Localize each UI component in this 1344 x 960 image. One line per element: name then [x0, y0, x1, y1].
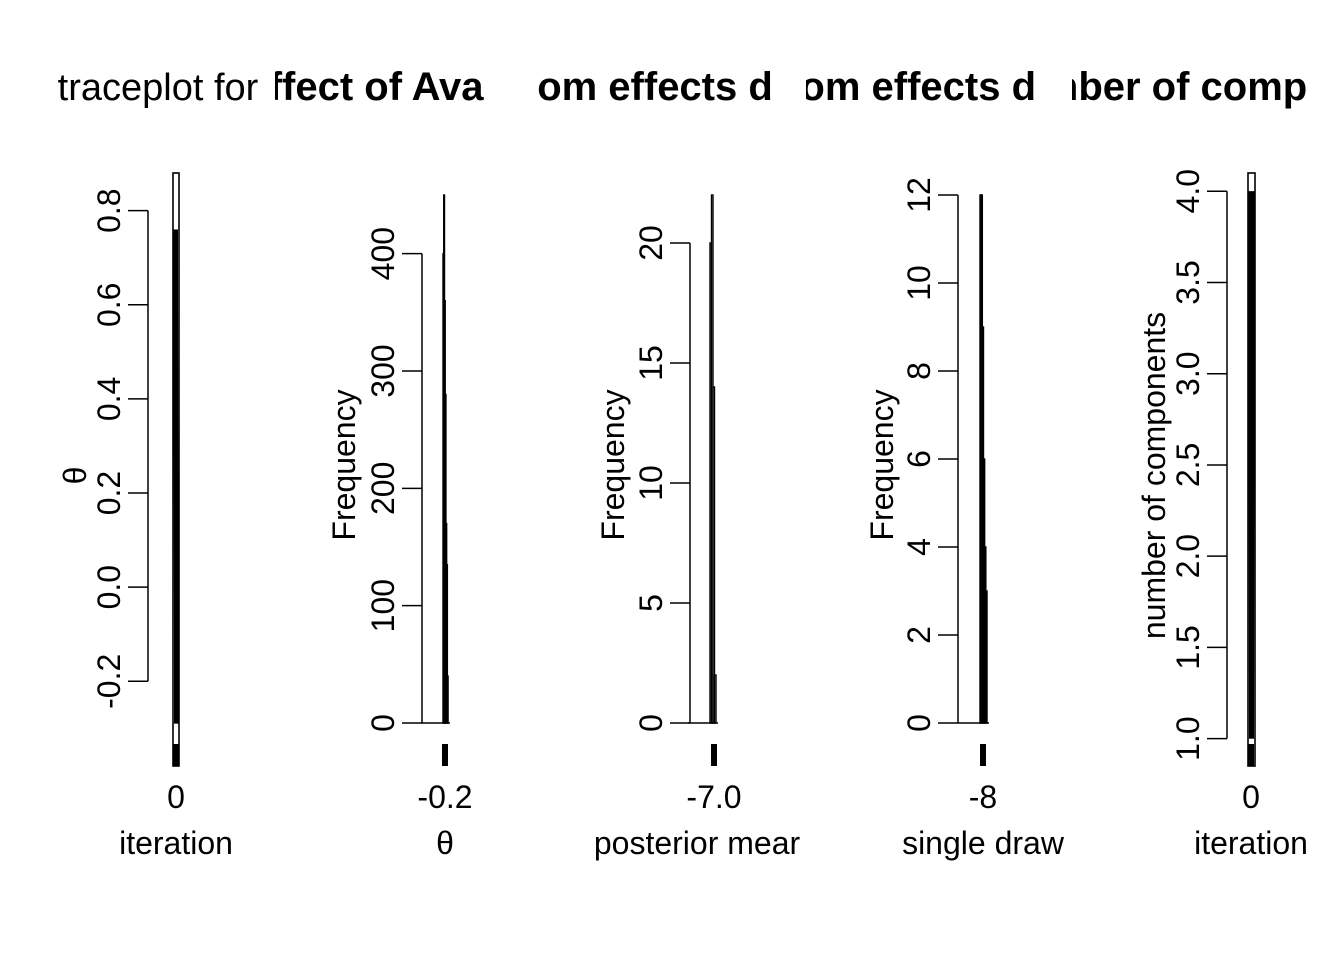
y-tick-label: 15 — [633, 345, 669, 381]
histogram-bar — [446, 675, 449, 724]
panel-title: dom effects d — [776, 65, 1036, 109]
y-tick-label: 10 — [633, 465, 669, 501]
plot-frame — [1247, 172, 1256, 767]
x-tick-label: 0 — [167, 779, 185, 815]
hist-theta: effect of Ava 0 100 200 300 400 Frequency -0.2 θ — [246, 65, 484, 861]
y-axis-label: number of components — [1136, 312, 1172, 639]
y-tick-label: 8 — [901, 362, 937, 380]
x-tick — [1248, 744, 1254, 766]
y-axis-label: θ — [57, 467, 93, 485]
y-tick-label: 5 — [633, 594, 669, 612]
y-tick-label: 2.5 — [1170, 443, 1206, 487]
y-axis-label: Frequency — [595, 389, 631, 540]
hist-posterior-mean: rdom effects d 0 5 10 15 20 Frequency -7.0 poste… — [497, 65, 801, 861]
y-tick-label: 1.0 — [1170, 716, 1206, 760]
y-tick-label: 2 — [901, 626, 937, 644]
histogram-bar — [985, 590, 988, 724]
y-tick-label: 10 — [901, 265, 937, 301]
y-tick-label: 0.8 — [91, 188, 127, 232]
x-tick-label: 0 — [1242, 779, 1260, 815]
x-tick-label: -8 — [969, 779, 997, 815]
y-tick-label: 400 — [365, 227, 401, 280]
y-tick-label: 20 — [633, 225, 669, 261]
x-axis-label: single draw — [902, 825, 1065, 861]
x-tick — [442, 744, 448, 766]
x-axis-label: iteration — [119, 825, 233, 861]
traceplot-components: mber of comp 1.0 1.5 2.0 2.5 3.0 3.5 4.0 number … — [1043, 65, 1308, 861]
y-tick-label: -0.2 — [91, 654, 127, 709]
y-tick-label: 4.0 — [1170, 169, 1206, 213]
trace-band — [174, 229, 178, 724]
x-tick-label: -0.2 — [417, 779, 472, 815]
y-tick-label: 0 — [901, 714, 937, 732]
y-tick-label: 0.2 — [91, 471, 127, 515]
x-tick — [980, 744, 986, 766]
y-tick-label: 0.6 — [91, 283, 127, 327]
histogram-bar — [713, 674, 717, 724]
x-tick — [173, 744, 179, 766]
hist-single-draw: dom effects d 0 2 4 6 8 10 12 Frequency -8 single … — [776, 65, 1065, 861]
y-tick-label: 1.5 — [1170, 625, 1206, 669]
y-tick-label: 300 — [365, 344, 401, 397]
x-axis-label: posterior mear — [594, 825, 801, 861]
x-axis-label: iteration — [1194, 825, 1308, 861]
y-tick-label: 100 — [365, 579, 401, 632]
y-tick-label: 6 — [901, 450, 937, 468]
traceplot-theta: traceplot for -0.2 0.0 0.2 0.4 0.6 0.8 θ 0 iterat… — [57, 67, 259, 861]
y-axis-label: Frequency — [864, 389, 900, 540]
x-axis-label: θ — [436, 825, 454, 861]
x-tick-label: -7.0 — [686, 779, 741, 815]
y-tick-label: 2.0 — [1170, 534, 1206, 578]
y-tick-label: 0 — [365, 714, 401, 732]
y-tick-label: 0.0 — [91, 565, 127, 609]
panel-title: rdom effects d — [497, 65, 773, 109]
y-tick-label: 0.4 — [91, 377, 127, 421]
panel-title: traceplot for — [58, 67, 259, 109]
x-tick — [711, 744, 717, 766]
y-tick-label: 3.5 — [1170, 260, 1206, 304]
y-tick-label: 200 — [365, 462, 401, 515]
panel-title: mber of comp — [1043, 65, 1307, 109]
y-axis-label: Frequency — [326, 389, 362, 540]
histogram-bar — [712, 386, 716, 724]
panel-title: effect of Ava — [246, 65, 484, 109]
trace-band — [1249, 191, 1254, 739]
y-tick-label: 12 — [901, 177, 937, 213]
plot-frame — [172, 172, 180, 767]
y-tick-label: 0 — [633, 714, 669, 732]
y-tick-label: 4 — [901, 538, 937, 556]
y-tick-label: 3.0 — [1170, 351, 1206, 395]
